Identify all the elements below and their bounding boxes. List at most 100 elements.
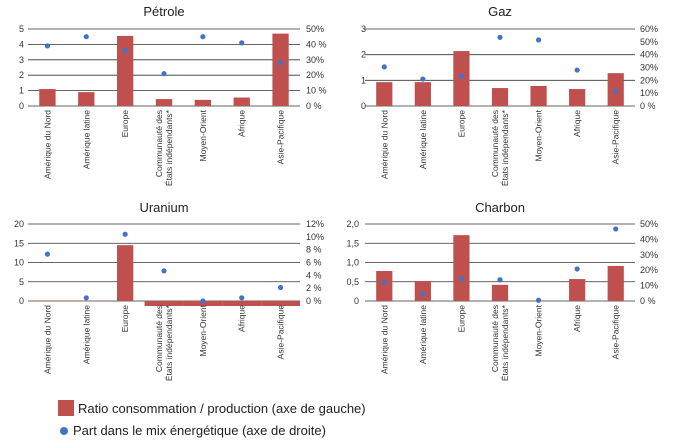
bar-gaz <box>569 89 586 106</box>
category-label: Europe <box>120 110 130 138</box>
dot-charbon <box>613 226 619 232</box>
legend-dot-entry: Part dans le mix énergétique (axe de dro… <box>58 423 326 438</box>
bar-gaz <box>530 85 547 106</box>
right-axis-tick: 2 % <box>306 283 322 293</box>
right-axis-tick: 0 % <box>640 101 656 111</box>
dot-uranium <box>239 295 245 301</box>
bar-uranium <box>116 245 134 301</box>
left-axis-tick: 1,5 <box>346 238 359 248</box>
left-axis-tick: 1 <box>361 75 366 85</box>
right-axis-tick: 6 % <box>306 258 322 268</box>
category-label: Afrique <box>237 110 247 137</box>
dot-gaz <box>381 64 387 70</box>
right-axis-tick: 0 % <box>640 296 656 306</box>
left-axis-tick: 20 <box>14 219 24 229</box>
dot-petrole <box>44 43 51 49</box>
left-axis-tick: 0 <box>354 296 359 306</box>
category-label: Asie-Pacifique <box>611 110 621 165</box>
dot-petrole <box>83 34 89 40</box>
bar-petrole <box>194 99 212 106</box>
category-label: États indépendants* <box>500 109 510 186</box>
dot-petrole <box>161 71 167 77</box>
right-axis-tick: 40% <box>640 50 658 60</box>
bar-gaz <box>376 82 393 106</box>
category-label: Amérique du Nord <box>42 110 52 179</box>
category-label: Europe <box>456 305 466 333</box>
category-label: Asie-Pacifique <box>276 305 286 360</box>
bar-petrole <box>78 92 95 106</box>
bar-charbon <box>376 270 393 301</box>
category-label: Afrique <box>572 110 582 137</box>
right-axis-tick: 50% <box>306 24 324 34</box>
left-axis-tick: 15 <box>14 238 24 248</box>
category-label: Amérique latine <box>418 110 428 169</box>
bar-petrole <box>155 99 173 106</box>
category-label: Moyen-Orient <box>534 304 544 356</box>
chart-title-charbon: Charbon <box>475 200 525 215</box>
right-axis-tick: 20% <box>640 265 658 275</box>
dot-gaz <box>535 37 542 43</box>
category-label: Communauté des <box>154 305 164 372</box>
right-axis-tick: 50% <box>640 37 658 47</box>
category-label: Communauté des <box>154 110 164 177</box>
bar-charbon <box>607 265 624 301</box>
dot-gaz <box>574 67 580 73</box>
right-axis-tick: 4 % <box>306 270 322 280</box>
left-axis-tick: 3 <box>361 24 366 34</box>
left-axis-tick: 2 <box>361 50 366 60</box>
dot-charbon <box>458 276 465 282</box>
left-axis-tick: 2,0 <box>346 219 359 229</box>
category-label: Moyen-Orient <box>534 109 544 161</box>
right-axis-tick: 10 % <box>306 86 327 96</box>
category-label: Asie-Pacifique <box>276 110 286 165</box>
category-label: États indépendants* <box>164 304 174 381</box>
chart-title-petrole: Pétrole <box>143 4 184 19</box>
right-axis-tick: 30% <box>306 55 324 65</box>
bar-charbon <box>491 284 509 301</box>
right-axis-tick: 50% <box>640 219 658 229</box>
left-axis-tick: 0 <box>19 101 24 111</box>
category-label: Communauté des <box>490 305 500 372</box>
bar-petrole <box>233 97 250 106</box>
left-axis-tick: 0 <box>19 296 24 306</box>
left-axis-tick: 2 <box>19 70 24 80</box>
left-axis-tick: 3 <box>19 55 24 65</box>
right-axis-tick: 20% <box>306 70 324 80</box>
chart-title-gaz: Gaz <box>488 4 512 19</box>
category-label: Asie-Pacifique <box>611 305 621 360</box>
bar-petrole <box>39 89 56 106</box>
bar-gaz <box>491 88 509 106</box>
category-label: États indépendants* <box>164 109 174 186</box>
chart-title-uranium: Uranium <box>139 200 188 215</box>
right-axis-tick: 8 % <box>306 245 322 255</box>
dot-charbon <box>535 297 542 303</box>
dot-gaz <box>420 76 426 82</box>
bar-uranium <box>144 301 184 307</box>
category-label: Afrique <box>572 305 582 332</box>
dot-charbon <box>497 277 503 283</box>
right-axis-tick: 0 % <box>306 296 322 306</box>
legend-bar-label: Ratio consommation / production (axe de … <box>78 400 366 416</box>
dot-uranium <box>44 251 51 257</box>
left-axis-tick: 0 <box>361 101 366 111</box>
left-axis-tick: 1,0 <box>346 258 359 268</box>
dot-petrole <box>239 40 245 46</box>
left-axis-tick: 5 <box>19 24 24 34</box>
category-label: Europe <box>120 305 130 333</box>
category-label: Moyen-Orient <box>198 304 208 356</box>
category-label: Europe <box>456 110 466 138</box>
bar-uranium <box>261 301 300 307</box>
right-axis-tick: 10% <box>640 281 658 291</box>
right-axis-tick: 12% <box>306 219 324 229</box>
category-label: Amérique latine <box>81 305 91 364</box>
right-axis-tick: 30% <box>640 250 658 260</box>
category-label: Amérique du Nord <box>379 305 389 374</box>
right-axis-tick: 40% <box>640 234 658 244</box>
right-axis-tick: 10% <box>306 232 324 242</box>
dot-uranium <box>161 268 167 274</box>
dot-charbon <box>381 279 387 286</box>
bar-petrole <box>272 33 289 107</box>
left-axis-tick: 4 <box>19 39 24 49</box>
bar-uranium <box>222 301 262 307</box>
